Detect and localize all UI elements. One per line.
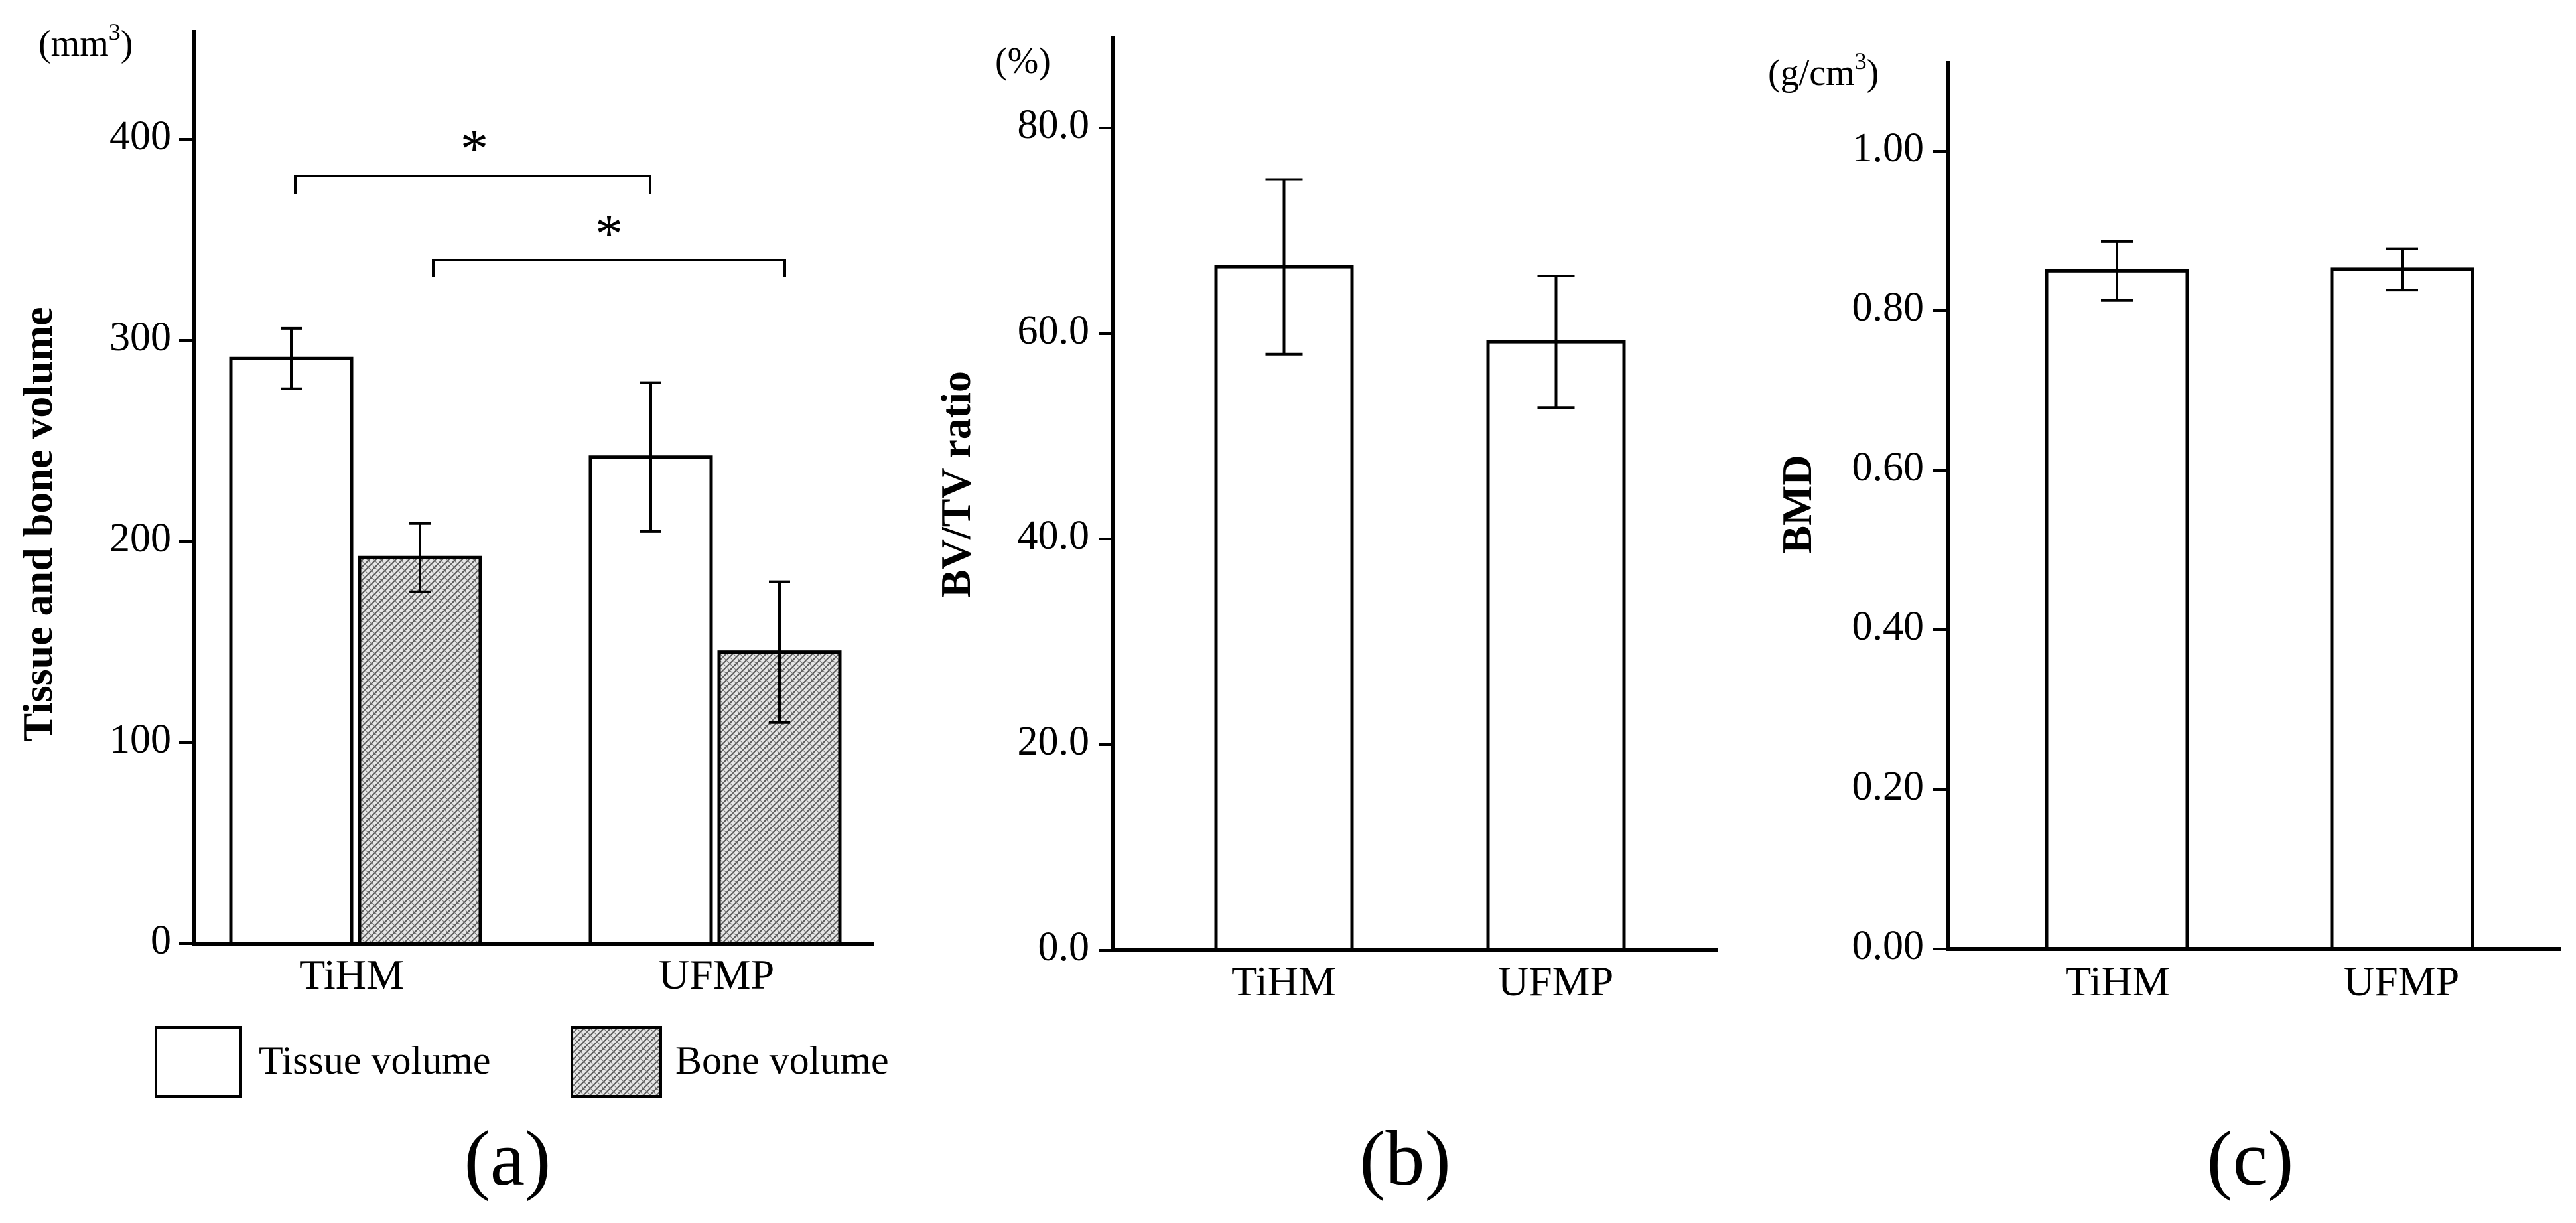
errorbar-tihm-bone-volume (409, 522, 431, 593)
panel-label-a: (a) (464, 1115, 551, 1202)
bar-tihm-bone-volume (358, 555, 482, 946)
panel-a-y-axis-title: Tissue and bone volume (14, 307, 61, 742)
panel-b-y-tick-60: 60.0 (1018, 308, 1090, 353)
panel-label-c: (c) (2207, 1115, 2294, 1202)
legend-swatch-bone-volume (571, 1026, 662, 1098)
panel-c: (g/cm3) BMD 0.00 0.20 0.40 0.60 0.80 1.0… (1768, 48, 2561, 1202)
panel-c-x-label-ufmp: UFMP (2344, 958, 2459, 1005)
panel-a-y-tick-200: 200 (109, 516, 171, 561)
errorbar-ufmp-bone-volume (769, 580, 790, 724)
errorbar-tihm-tissue-volume (281, 326, 302, 390)
panel-b-y-tick-20: 20.0 (1018, 719, 1090, 764)
legend-label-tissue-volume: Tissue volume (259, 1039, 491, 1082)
panel-c-y-tick-0-2: 0.20 (1852, 764, 1925, 809)
panel-a-y-tick-0: 0 (151, 918, 171, 963)
panel-c-y-axis-title: BMD (1773, 455, 1820, 553)
panel-b-unit: (%) (995, 40, 1051, 82)
panel-a-y-tick-100: 100 (109, 717, 171, 762)
panel-b-x-label-tihm: TiHM (1231, 958, 1336, 1005)
panel-label-b: (b) (1359, 1115, 1451, 1202)
significance-bracket-bone (432, 259, 786, 277)
bar-tihm-tissue-volume (229, 356, 354, 946)
panel-a: (mm3) Tissue and bone volume 0 100 200 3… (14, 19, 889, 1202)
panel-b: (%) BV/TV ratio 0.0 20.0 40.0 60.0 80.0 … (932, 36, 1718, 1202)
panel-a-y-tick-300: 300 (109, 315, 171, 360)
significance-bracket-tissue (294, 175, 651, 194)
panel-b-x-label-ufmp: UFMP (1498, 958, 1613, 1005)
significance-star-tissue: * (460, 118, 488, 180)
panel-c-x-label-tihm: TiHM (2065, 958, 2170, 1005)
errorbar-ufmp-tissue-volume (640, 381, 661, 533)
bar-ufmp-bmd (2330, 267, 2474, 951)
panel-c-y-tick-0: 0.00 (1852, 923, 1925, 968)
panel-b-y-axis-title: BV/TV ratio (932, 371, 979, 598)
panel-a-x-label-ufmp: UFMP (659, 951, 774, 998)
panel-b-y-tick-40: 40.0 (1018, 513, 1090, 558)
legend-swatch-tissue-volume (155, 1026, 242, 1098)
panel-b-y-tick-80: 80.0 (1018, 102, 1090, 147)
legend-label-bone-volume: Bone volume (675, 1039, 889, 1082)
panel-a-unit: (mm3) (38, 19, 133, 64)
panel-c-y-tick-0-8: 0.80 (1852, 285, 1925, 330)
panel-b-y-tick-0: 0.0 (1038, 924, 1090, 970)
panel-c-y-tick-1-0: 1.00 (1852, 125, 1925, 171)
errorbar-tihm-bmd (2101, 240, 2133, 302)
bar-tihm-bv-tv-ratio (1214, 265, 1354, 952)
errorbar-tihm-bv-tv-ratio (1265, 178, 1303, 356)
significance-star-bone: * (595, 203, 623, 265)
panel-c-y-tick-0-4: 0.40 (1852, 604, 1925, 649)
errorbar-ufmp-bv-tv-ratio (1537, 275, 1575, 409)
bar-ufmp-bv-tv-ratio (1486, 340, 1626, 952)
panel-c-y-tick-0-6: 0.60 (1852, 445, 1925, 490)
panel-a-y-tick-400: 400 (109, 113, 171, 159)
panel-a-x-label-tihm: TiHM (299, 951, 404, 998)
panel-c-unit: (g/cm3) (1768, 48, 1879, 94)
bar-ufmp-tissue-volume (588, 455, 713, 946)
bar-tihm-bmd (2045, 269, 2189, 951)
errorbar-ufmp-bmd (2386, 247, 2418, 292)
